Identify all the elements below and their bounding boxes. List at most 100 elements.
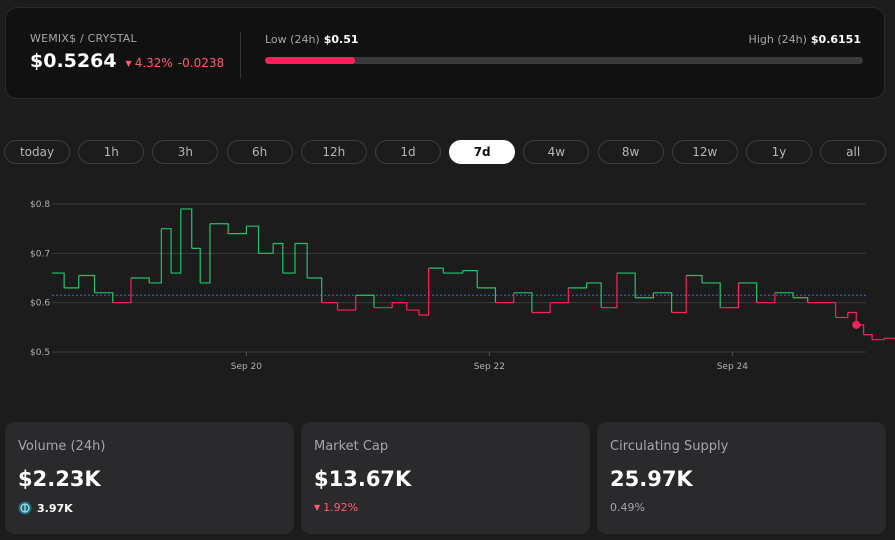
price-line-segment (149, 228, 162, 284)
stat-sub-text: 1.92% (323, 501, 359, 514)
price-change: ▼ 4.32% -0.0238 (126, 56, 225, 70)
price-line-segment (653, 292, 673, 313)
price-line-segment (64, 275, 80, 289)
price-line-segment (78, 274, 96, 293)
price-line-segment (52, 272, 65, 288)
current-price-marker (852, 320, 861, 329)
price-line-segment (738, 282, 758, 303)
price-line-segment (209, 223, 229, 234)
price-line-segment (282, 243, 296, 274)
stat-value: $2.23K (18, 467, 101, 491)
price-line-segment (406, 309, 420, 315)
stat-sub: 3.97K (18, 501, 73, 515)
price-line-segment (246, 225, 260, 254)
high-24h: High (24h) $0.6151 (749, 33, 861, 46)
stat-value: $13.67K (314, 467, 412, 491)
price-line-segment (428, 267, 444, 274)
stat-sub-text: 0.49% (610, 501, 645, 514)
price-line-segment (495, 292, 515, 304)
price-line-segment (112, 278, 132, 304)
price-line-segment (373, 302, 393, 309)
low-label: Low (24h) (265, 33, 320, 46)
price-line-segment (884, 337, 895, 339)
price-line-segment (477, 287, 497, 303)
price-line-segment (835, 312, 849, 319)
stat-sub: 0.49% (610, 501, 645, 514)
price-line-segment (392, 302, 408, 311)
pair-label: WEMIX$ / CRYSTAL (30, 32, 137, 45)
x-tick-label: Sep 22 (474, 362, 505, 372)
divider (240, 32, 241, 78)
high-label: High (24h) (748, 33, 807, 46)
price-line-segment (171, 208, 182, 274)
price-line-segment (513, 292, 533, 313)
stat-sub-text: 3.97K (37, 501, 73, 515)
price-line-segment (872, 338, 885, 341)
price-row: $0.5264 ▼ 4.32% -0.0238 (30, 50, 224, 72)
price-line-segment (443, 270, 464, 274)
tab-1h[interactable]: 1h (78, 140, 145, 164)
price-chart-svg: $0.8 $0.7 $0.6 $0.5 Sep 20 Sep 22 Sep 24 (30, 200, 895, 372)
price-line-segment (307, 277, 323, 303)
stat-card-circulating-supply: Circulating Supply 25.97K 0.49% (597, 422, 886, 534)
y-tick-label: $0.6 (30, 299, 50, 309)
low-value: $0.51 (323, 33, 359, 46)
tab-4w[interactable]: 4w (523, 140, 590, 164)
price-line-segment (847, 311, 857, 325)
price-line-segment (686, 274, 703, 283)
price-line-segment (161, 228, 172, 274)
range-bar-track (265, 57, 863, 64)
y-tick-label: $0.7 (30, 249, 50, 259)
current-price: $0.5264 (30, 50, 117, 72)
tab-12w[interactable]: 12w (671, 140, 738, 164)
price-line-segment (462, 270, 478, 288)
change-absolute: -0.0238 (177, 56, 225, 70)
x-tick-label: Sep 20 (231, 362, 263, 372)
x-tick-label: Sep 24 (717, 362, 749, 372)
tab-today[interactable]: today (4, 140, 70, 164)
stat-card-volume-24h: Volume (24h) $2.23K 3.97K (5, 422, 294, 534)
price-line-segment (671, 275, 687, 314)
price-line-segment (418, 268, 430, 316)
y-tick-label: $0.5 (30, 348, 50, 358)
price-line-segment (355, 294, 375, 308)
down-arrow-icon: ▼ (125, 59, 132, 68)
tab-12h[interactable]: 12h (300, 140, 367, 164)
stat-sub: ▼ 1.92% (314, 501, 358, 514)
price-line-segment (635, 292, 654, 299)
price-line-segment (531, 302, 551, 314)
price-line-segment (94, 292, 114, 303)
price-line-segment (191, 247, 201, 283)
tab-1y[interactable]: 1y (746, 140, 812, 164)
price-line-segment (294, 242, 308, 278)
y-tick-label: $0.8 (30, 200, 50, 210)
tab-7d[interactable]: 7d (449, 140, 516, 164)
price-line-segment (568, 282, 588, 289)
stat-title: Circulating Supply (610, 439, 729, 454)
price-line-segment (273, 242, 284, 274)
wemix-token-icon (18, 501, 32, 515)
price-line-segment (616, 272, 636, 298)
down-arrow-icon: ▼ (314, 503, 321, 512)
tab-1d[interactable]: 1d (375, 140, 441, 164)
price-summary-card: WEMIX$ / CRYSTAL $0.5264 ▼ 4.32% -0.0238 L… (5, 7, 885, 99)
tab-3h[interactable]: 3h (152, 140, 219, 164)
tab-all[interactable]: all (820, 140, 887, 164)
price-line-segment (200, 223, 211, 284)
tab-8w[interactable]: 8w (597, 140, 664, 164)
price-line-segment (863, 334, 873, 340)
stat-title: Volume (24h) (18, 439, 106, 454)
stat-title: Market Cap (314, 439, 389, 454)
price-line-segment (756, 292, 776, 304)
high-value: $0.6151 (810, 33, 861, 46)
price-line-segment (550, 287, 569, 304)
price-line-segment (130, 277, 150, 283)
price-line-segment (720, 282, 740, 309)
price-line-segment (701, 282, 721, 308)
tab-6h[interactable]: 6h (226, 140, 293, 164)
change-percent: 4.32% (134, 56, 173, 70)
price-line-segment (823, 302, 837, 318)
price-line-segment (793, 297, 809, 303)
price-line-segment (337, 295, 357, 311)
range-bar-fill (265, 57, 355, 64)
